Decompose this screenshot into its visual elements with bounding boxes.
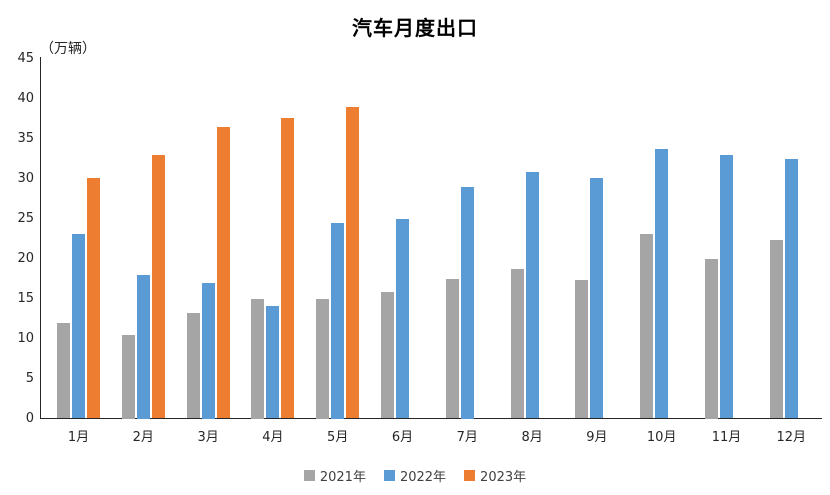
bar-2023年-3月 — [216, 127, 230, 419]
bar-2022年-8月 — [525, 172, 539, 419]
y-tick-label: 40 — [17, 90, 34, 106]
chart-title: 汽车月度出口 — [352, 16, 478, 40]
x-axis-label: 1月 — [67, 430, 90, 445]
y-tick-label: 25 — [17, 210, 34, 226]
x-axis-label: 3月 — [197, 430, 219, 445]
bar-2022年-3月 — [201, 282, 215, 419]
legend-item-2023年: 2023年 — [464, 466, 526, 485]
legend-swatch-icon — [303, 470, 315, 481]
legend-label: 2022年 — [399, 470, 447, 485]
y-tick-label: 10 — [17, 330, 34, 346]
bar-2022年-1月 — [72, 233, 85, 419]
bar-2021年-6月 — [381, 292, 394, 419]
y-axis-line — [40, 57, 41, 419]
y-tick-label: 20 — [17, 250, 34, 266]
bar-2022年-7月 — [460, 186, 474, 419]
bar-2023年-1月 — [87, 177, 100, 419]
bar-2021年-9月 — [575, 280, 589, 419]
legend-label: 2023年 — [480, 470, 527, 485]
bar-2022年-9月 — [590, 177, 604, 419]
bar-2022年-11月 — [720, 155, 733, 419]
x-axis-label: 9月 — [586, 430, 608, 445]
y-tick-label: 0 — [25, 410, 34, 426]
bar-2021年-8月 — [510, 268, 524, 419]
bar-2021年-1月 — [57, 323, 70, 419]
y-tick-label: 35 — [17, 130, 34, 146]
y-tick-label: 30 — [17, 170, 34, 186]
bar-2022年-5月 — [331, 222, 345, 419]
bar-2022年-4月 — [266, 305, 280, 419]
legend: 2021年 2022年 2023年 — [0, 466, 830, 485]
bar-2023年-2月 — [151, 155, 165, 419]
bar-2021年-7月 — [445, 279, 459, 419]
bar-2021年-12月 — [769, 240, 783, 419]
x-axis-label: 2月 — [132, 430, 154, 445]
bar-2021年-4月 — [251, 298, 265, 419]
legend-label: 2021年 — [319, 470, 366, 485]
y-tick-label: 5 — [25, 370, 34, 386]
bar-2022年-6月 — [396, 219, 409, 419]
x-axis-label: 4月 — [262, 430, 284, 445]
bar-2022年-2月 — [136, 274, 150, 419]
x-axis-label: 12月 — [776, 430, 807, 445]
x-axis-label: 10月 — [646, 430, 677, 445]
x-axis-label: 5月 — [327, 430, 349, 445]
y-tick-label: 15 — [17, 290, 34, 306]
bar-2021年-10月 — [640, 233, 654, 419]
bar-2021年-3月 — [186, 312, 200, 419]
legend-swatch-icon — [383, 470, 395, 481]
x-axis-label: 7月 — [456, 430, 478, 445]
bar-2022年-12月 — [784, 159, 798, 419]
bar-2021年-11月 — [705, 258, 718, 419]
bar-2023年-5月 — [346, 107, 360, 419]
x-axis-label: 6月 — [391, 430, 414, 445]
x-axis-line — [40, 418, 822, 419]
x-axis-label: 8月 — [521, 430, 543, 445]
bar-2023年-4月 — [281, 117, 295, 419]
bar-2021年-5月 — [316, 298, 330, 419]
bar-2022年-10月 — [655, 148, 669, 419]
bar-2021年-2月 — [121, 334, 135, 419]
y-tick-label: 45 — [17, 50, 34, 66]
y-axis-unit-label: （万辆） — [40, 41, 96, 57]
x-axis-label: 11月 — [711, 430, 742, 445]
legend-swatch-icon — [464, 470, 476, 481]
legend-item-2021年: 2021年 — [303, 466, 366, 485]
legend-item-2022年: 2022年 — [383, 466, 447, 485]
